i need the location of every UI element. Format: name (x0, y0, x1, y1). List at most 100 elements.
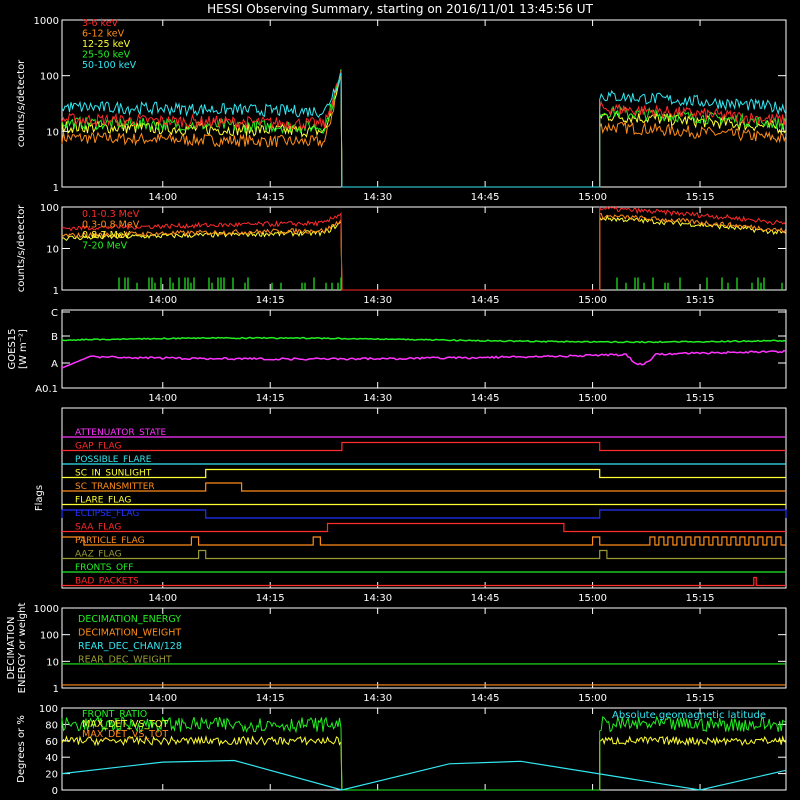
geomag-latitude-label: Absolute geomagnetic latitude (612, 710, 766, 721)
legend-entry: 12-25 keV (82, 39, 131, 50)
legend-entry: DECIMATION_ENERGY (78, 614, 181, 625)
x-tick-label: 14:45 (471, 393, 500, 404)
y-tick-label: 20 (45, 770, 58, 781)
series-line-3-6-keV (61, 70, 787, 188)
x-tick-label: 14:15 (256, 393, 285, 404)
panel-decimation: 14:00 14:15 14:30 14:45 15:00 15:15 1 10 100 1000… (6, 603, 787, 704)
flag-label: SC_TRANSMITTER (75, 482, 155, 492)
legend-entry: DECIMATION_WEIGHT (78, 628, 181, 639)
legend-entry: FRONT_RATIO (82, 709, 147, 720)
y-tick-label: B (51, 332, 58, 343)
legend-entry: 3-6 keV (82, 18, 119, 29)
y-tick-label: C (51, 308, 58, 319)
flag-line-gap-flag (62, 441, 786, 452)
flag-label: FRONTS_OFF (75, 563, 133, 573)
y-axis-label: counts/s/detector (16, 59, 27, 147)
panel-high_energy: 14:00 14:15 14:30 14:45 15:00 15:15 1 10 100 coun… (16, 203, 787, 306)
x-tick-label: 15:15 (686, 393, 715, 404)
flag-line-particle-flag (62, 536, 786, 546)
y-tick-label: 80 (45, 720, 58, 731)
series-line-50-100-keV (61, 72, 787, 188)
legend-entry: MAX_DET_VS_TOT (82, 729, 168, 740)
y-axis-label: DECIMATION (6, 616, 17, 679)
x-tick-label: 15:15 (686, 192, 715, 203)
y-tick-label: 10 (46, 245, 59, 256)
y-tick-label: 1 (53, 286, 59, 297)
legend-entry: 6-12 keV (82, 29, 125, 40)
x-tick-label: 15:15 (686, 295, 715, 306)
x-tick-label: 15:00 (578, 295, 607, 306)
panel-goes: 14:00 14:15 14:30 14:45 15:00 15:15 A0.1 A B C GOE… (7, 308, 787, 404)
flag-line-saa-flag (62, 522, 786, 533)
series-line-0.1-0.3-MeV (61, 205, 787, 291)
x-tick-label: 14:00 (148, 593, 177, 604)
flag-line-sc-in-sunlight (62, 468, 786, 479)
x-tick-label: 15:00 (578, 693, 607, 704)
legend-entry: REAR_DEC_CHAN/128 (78, 641, 182, 652)
legend-entry: 0.1-0.3 MeV (82, 209, 140, 220)
flag-label: BAD_PACKETS (75, 577, 139, 587)
y-tick-label: A0.1 (35, 384, 58, 395)
panel-frame (61, 407, 787, 589)
flag-label: ECLIPSE_FLAG (75, 509, 139, 519)
x-tick-label: 14:15 (256, 693, 285, 704)
x-tick-label: 14:30 (363, 295, 392, 306)
flag-line-aaz-flag (62, 549, 786, 560)
x-tick-label: 14:30 (363, 192, 392, 203)
x-tick-label: 14:00 (148, 693, 177, 704)
y-tick-label: 1000 (34, 16, 59, 27)
series-line-max_det_vs_tot (61, 734, 786, 791)
series-line-25-50-keV (61, 69, 787, 188)
x-tick-label: 15:15 (686, 593, 715, 604)
y-tick-label: 1 (53, 183, 59, 194)
legend-entry: 0.8-7 MeV (82, 230, 131, 241)
legend-entry: 7-20 MeV (82, 241, 128, 252)
y-axis-label: counts/s/detector (16, 204, 27, 292)
y-tick-label: 100 (39, 704, 58, 715)
y-tick-label: 10 (46, 127, 59, 138)
x-tick-label: 14:45 (471, 295, 500, 306)
y-tick-label: 1 (53, 684, 59, 695)
y-axis-label: GOES15 (7, 328, 18, 369)
y-axis-label: [W m⁻²] (18, 329, 29, 369)
y-tick-label: 100 (40, 72, 59, 83)
x-tick-label: 14:30 (363, 393, 392, 404)
legend-entry: REAR_DEC_WEIGHT (78, 655, 172, 666)
series-line-7-20-MeV (118, 277, 783, 290)
x-tick-label: 14:30 (363, 693, 392, 704)
y-tick-label: 60 (45, 737, 58, 748)
x-tick-label: 14:00 (148, 393, 177, 404)
panel-flags: 14:00 14:15 14:30 14:45 15:00 15:15 Flags ATTEN… (34, 407, 787, 604)
x-tick-label: 14:00 (148, 295, 177, 306)
x-tick-label: 14:45 (471, 192, 500, 203)
series-line-6-12-keV (61, 72, 787, 188)
flag-label: FLARE_FLAG (75, 496, 131, 506)
series-line-front_ratio (61, 715, 786, 791)
flag-label: POSSIBLE_FLARE (75, 455, 152, 465)
series-line-goes-short (61, 349, 787, 369)
y-tick-label: 40 (45, 753, 58, 764)
panels: 14:00 14:15 14:30 14:45 15:00 15:151101001000… (6, 16, 787, 797)
x-tick-label: 15:00 (578, 593, 607, 604)
y-tick-label: 10 (46, 657, 59, 668)
flag-line-sc-transmitter (62, 482, 786, 492)
series-line-geomagnetic-latitude (61, 759, 787, 791)
y-axis-label: Degrees or % (16, 715, 27, 783)
panel-frame (61, 607, 787, 689)
panel-frame (61, 309, 787, 389)
series-line-goes-long (61, 336, 787, 344)
x-tick-label: 15:00 (578, 192, 607, 203)
flag-label: GAP_FLAG (75, 442, 121, 452)
flag-label: SAA_FLAG (75, 523, 121, 533)
y-tick-label: 0 (52, 786, 58, 797)
series-line-12-25-keV (61, 69, 787, 188)
x-tick-label: 14:15 (256, 593, 285, 604)
y-tick-label: 1000 (34, 604, 59, 615)
legend-entry: MAX_DET_VS_TOT (82, 719, 168, 730)
chart-title: HESSI Observing Summary, starting on 201… (207, 2, 593, 16)
x-tick-label: 15:15 (686, 693, 715, 704)
legend-entry: 25-50 keV (82, 50, 131, 61)
legend-entry: 0.3-0.8 MeV (82, 220, 140, 231)
